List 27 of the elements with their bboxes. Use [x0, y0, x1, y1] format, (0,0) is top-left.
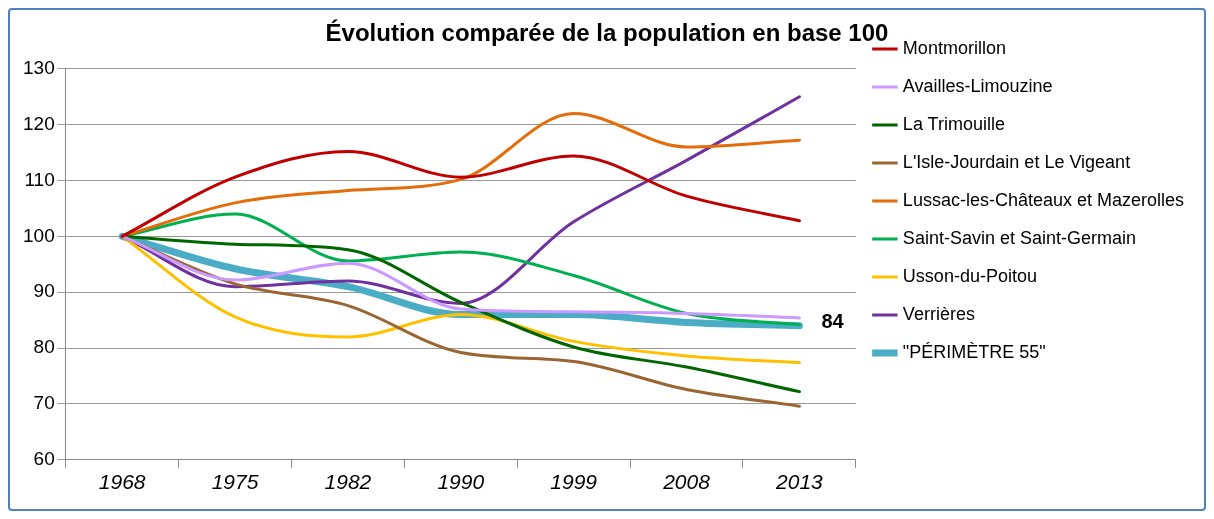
legend-label: Lussac-les-Châteaux et Mazerolles — [902, 189, 1185, 210]
x-tick-label: 2013 — [775, 470, 824, 494]
legend-label: Saint-Savin et Saint-Germain — [902, 227, 1136, 248]
y-tick-label: 70 — [33, 392, 55, 414]
x-tick-label: 1999 — [550, 470, 598, 494]
legend-label: Availles-Limouzine — [902, 75, 1053, 96]
legend-label: Verrières — [902, 303, 975, 324]
y-tick-label: 120 — [23, 112, 55, 134]
x-tick-label: 1990 — [437, 470, 485, 494]
y-tick-label: 80 — [33, 336, 55, 358]
legend-label: Montmorillon — [902, 37, 1006, 58]
x-tick-label: 2008 — [662, 470, 711, 494]
x-tick-label: 1982 — [324, 470, 372, 494]
legend-label: L'Isle-Jourdain et Le Vigeant — [902, 151, 1131, 172]
legend-label: La Trimouille — [902, 113, 1005, 134]
y-tick-label: 130 — [23, 57, 55, 79]
legend-label: "PÉRIMÈTRE 55" — [902, 341, 1046, 362]
y-tick-label: 60 — [33, 448, 55, 470]
x-tick-label: 1975 — [211, 470, 259, 494]
data-label: 84 — [821, 310, 845, 333]
y-tick-label: 110 — [24, 168, 55, 190]
y-tick-label: 100 — [23, 224, 55, 246]
y-tick-label: 90 — [33, 280, 55, 302]
legend-label: Usson-du-Poitou — [902, 265, 1037, 286]
x-tick-label: 1968 — [98, 470, 146, 494]
chart-title: Évolution comparée de la population en base 100 — [325, 19, 889, 47]
line-series — [120, 149, 801, 238]
